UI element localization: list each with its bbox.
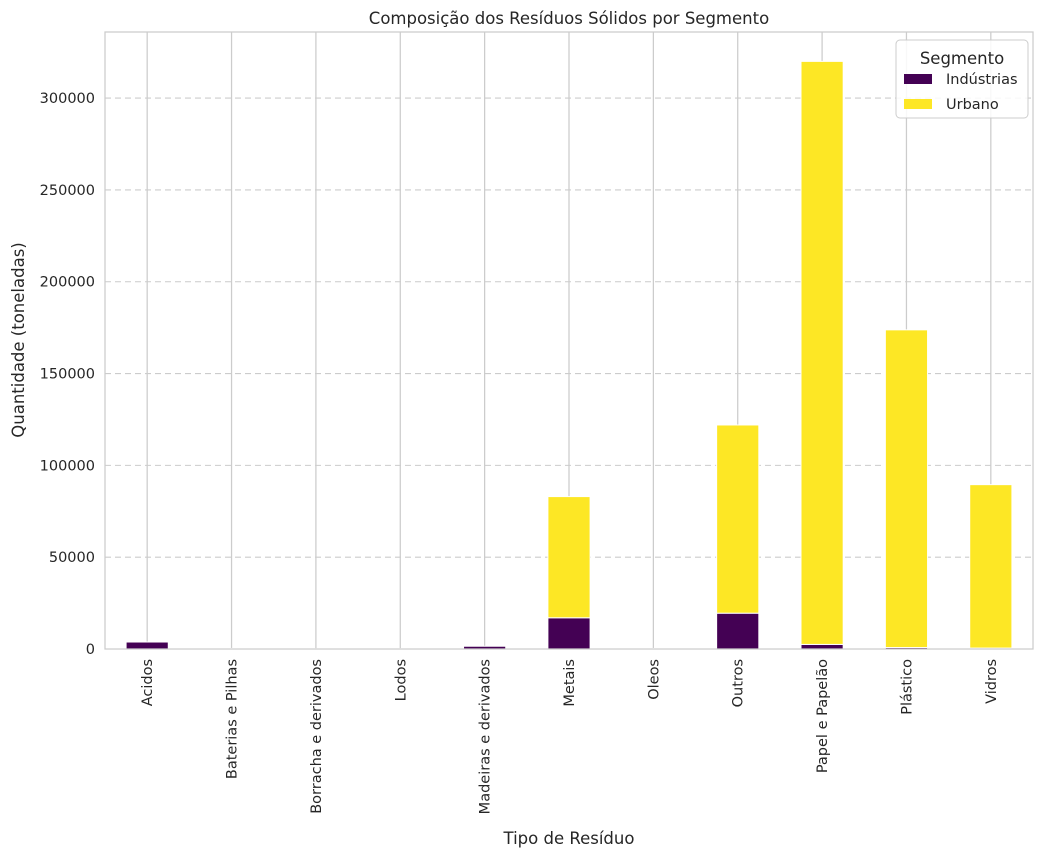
x-tick-label: Madeiras e derivados [478, 659, 494, 814]
bar-ind-strias-0 [125, 641, 169, 650]
legend-title: Segmento [920, 49, 1004, 68]
legend: Segmento Indústrias Urbano [895, 39, 1029, 119]
x-tick-label: Oleos [646, 659, 662, 700]
x-axis-label: Tipo de Resíduo [503, 829, 635, 848]
legend-swatch [904, 74, 932, 84]
y-tick-labels: 0 50000 100000 150000 200000 250000 300000 [40, 91, 95, 658]
bar-ind-strias-5 [547, 617, 591, 650]
y-tick-label: 250000 [40, 183, 95, 199]
y-tick-label: 300000 [40, 91, 95, 107]
bars [125, 60, 1013, 650]
x-tick-label: Papel e Papelão [815, 659, 831, 773]
x-tick-label: Vidros [984, 659, 1000, 704]
bar-ind-strias-7 [716, 612, 760, 650]
bar-urbano-7 [716, 424, 760, 614]
plot-frame [104, 31, 1034, 650]
y-tick-label: 0 [86, 642, 95, 658]
x-tick-label: Borracha e derivados [309, 659, 325, 814]
y-axis-label: Quantidade (toneladas) [9, 242, 28, 437]
bar-ind-strias-8 [800, 643, 844, 650]
legend-label: Urbano [946, 97, 999, 113]
x-tick-label: Metais [562, 659, 578, 707]
legend-swatch [904, 99, 932, 109]
bar-urbano-8 [800, 60, 844, 645]
x-tick-label: Outros [731, 659, 747, 707]
x-tick-label: Plástico [899, 659, 915, 715]
y-tick-label: 200000 [40, 275, 95, 291]
chart-title: Composição dos Resíduos Sólidos por Segm… [369, 9, 769, 28]
x-tick-labels: Acidos Baterias e Pilhas Borracha e deriva… [140, 659, 1000, 814]
x-tick-label: Lodos [393, 659, 409, 701]
bar-urbano-10 [969, 484, 1013, 649]
bar-urbano-9 [884, 329, 929, 649]
y-tick-label: 150000 [40, 367, 95, 383]
x-tick-label: Acidos [140, 659, 156, 706]
grid [105, 32, 1033, 649]
legend-label: Indústrias [946, 72, 1018, 88]
legend-box [895, 39, 1029, 119]
bar-urbano-5 [547, 496, 591, 619]
y-tick-label: 100000 [40, 458, 95, 474]
y-tick-label: 50000 [49, 550, 95, 566]
x-tick-label: Baterias e Pilhas [225, 659, 241, 779]
